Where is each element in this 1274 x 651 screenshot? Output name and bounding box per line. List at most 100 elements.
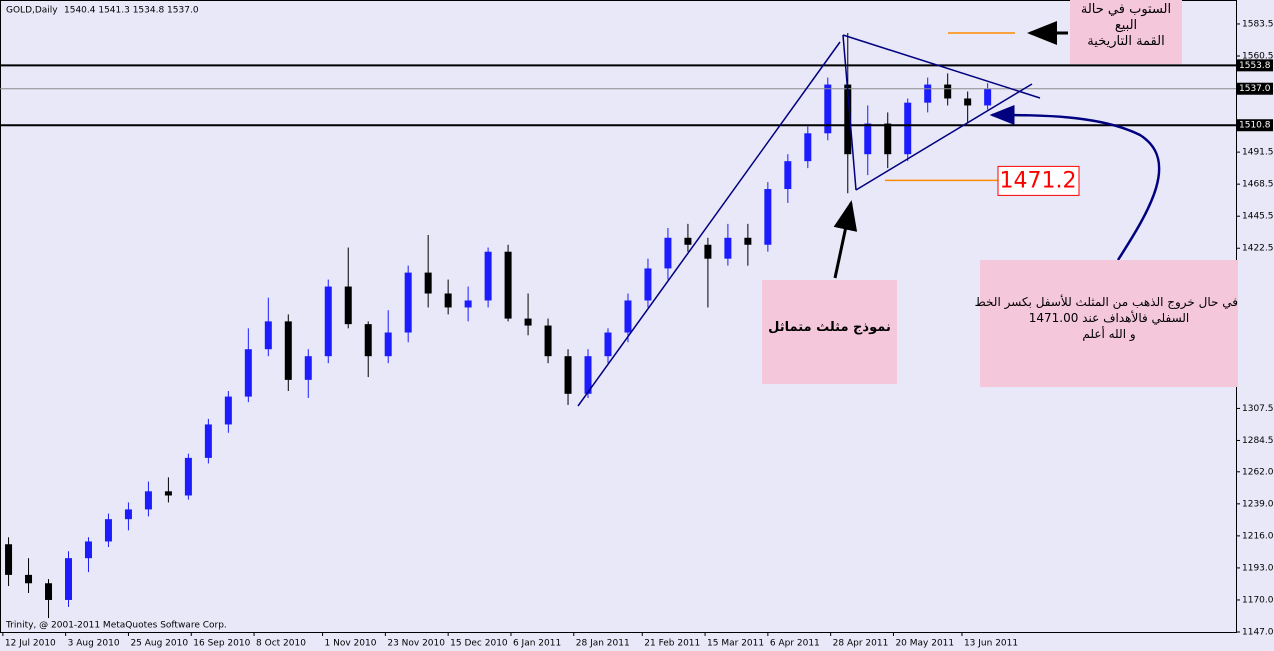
candle-body (464, 300, 472, 308)
candle-body (824, 84, 832, 134)
x-tick-label: 25 Aug 2010 (130, 639, 188, 649)
candle-body (664, 237, 672, 269)
note-line: البيع (1114, 18, 1138, 33)
x-tick-label: 15 Mar 2011 (707, 639, 764, 649)
candle-body (924, 84, 932, 103)
candle-body (764, 189, 772, 245)
target-box (997, 165, 1080, 196)
x-tick-label: 6 Apr 2011 (770, 639, 820, 649)
candle-body (25, 574, 33, 584)
candle-body (644, 268, 652, 301)
candle-body (444, 293, 452, 308)
candle-body (804, 133, 812, 162)
x-tick-label: 12 Jul 2010 (5, 639, 56, 649)
candle-body (344, 286, 352, 325)
price-tag-label: 1510.8 (1239, 121, 1271, 131)
candle-body (164, 491, 172, 496)
candle-body (484, 251, 492, 301)
note-line: و الله أعلم (1082, 327, 1136, 341)
y-tick-label: 1170.0 (1242, 595, 1274, 605)
triangle-side (842, 34, 857, 191)
copyright: Trinity, @ 2001-2011 MetaQuotes Software… (5, 621, 227, 631)
x-tick-label: 21 Feb 2011 (644, 639, 700, 649)
symbol: GOLD,Daily (6, 6, 58, 16)
y-tick-label: 1193.0 (1242, 563, 1274, 573)
candle-body (544, 325, 552, 357)
y-tick-label: 1560.5 (1242, 51, 1274, 61)
candle-body (304, 356, 312, 380)
target-label: 1471.2 (1000, 168, 1077, 193)
x-tick-label: 3 Aug 2010 (68, 639, 120, 649)
candle-body (524, 318, 532, 326)
channel-line (577, 41, 841, 407)
candle-body (724, 237, 732, 259)
candle-body (744, 237, 752, 245)
price-tag (1237, 119, 1273, 132)
x-tick-label: 23 Nov 2010 (387, 639, 445, 649)
candle-body (124, 509, 132, 520)
arrow (989, 105, 1161, 261)
candle-body (424, 272, 432, 294)
candle-body (384, 332, 392, 357)
candle-body (284, 321, 292, 380)
candle-body (784, 161, 792, 190)
x-tick-label: 13 Jun 2011 (964, 639, 1018, 649)
note-line: القمة التاريخية (1087, 34, 1165, 49)
y-tick-label: 1239.0 (1242, 499, 1274, 509)
breakout-note: في حال خروج الذهب من المثلث للأسفل بكسر … (974, 260, 1238, 387)
arrow (833, 200, 858, 279)
y-tick-label: 1445.5 (1242, 212, 1274, 222)
price-tag (1237, 59, 1273, 72)
x-tick-label: 1 Nov 2010 (325, 639, 377, 649)
candle-body (5, 544, 13, 575)
candle-body (584, 356, 592, 394)
candle-body (984, 88, 992, 106)
candle-body (684, 237, 692, 245)
x-tick-label: 28 Apr 2011 (833, 639, 889, 649)
note-line: السفلي فالأهداف عند 1471.00 (1028, 311, 1190, 325)
triangle-lower (855, 83, 1033, 191)
candle-body (904, 102, 912, 155)
candle-body (704, 244, 712, 259)
y-tick-label: 1491.5 (1242, 148, 1274, 158)
candle-body (604, 332, 612, 357)
candle-body (224, 396, 232, 425)
candle-body (504, 251, 512, 319)
candle-body (264, 321, 272, 350)
price-tag-label: 1553.8 (1239, 61, 1271, 71)
y-tick-label: 1422.5 (1242, 244, 1274, 254)
candle-body (204, 424, 212, 458)
candle-body (944, 84, 952, 99)
candle-body (104, 519, 112, 542)
candle-body (624, 300, 632, 333)
y-tick-label: 1216.0 (1242, 531, 1274, 541)
y-tick-label: 1262.0 (1242, 467, 1274, 477)
y-tick-label: 1468.5 (1242, 180, 1274, 190)
candle-body (244, 349, 252, 397)
note-line: في حال خروج الذهب من المثلث للأسفل بكسر … (974, 295, 1238, 309)
pattern-note: نموذج مثلث متماثل (762, 280, 897, 384)
header-prices: 1540.4 1541.3 1534.8 1537.0 (64, 6, 199, 16)
y-tick-label: 1284.5 (1242, 436, 1274, 446)
candle-body (864, 123, 872, 155)
x-tick-label: 6 Jan 2011 (513, 639, 561, 649)
candle-body (364, 324, 372, 357)
note-line: الستوب في حالة (1080, 2, 1172, 17)
note-line: نموذج مثلث متماثل (768, 320, 891, 335)
x-tick-label: 20 May 2011 (895, 639, 954, 649)
y-tick-label: 1583.5 (1242, 19, 1274, 29)
candle-body (884, 123, 892, 155)
candle-body (184, 457, 192, 496)
candle-body (844, 84, 852, 155)
x-tick-label: 15 Dec 2010 (450, 639, 508, 649)
trend-lines (577, 34, 1041, 407)
stop-note: الستوب في حالة البيع القمة التاريخية (1070, 0, 1182, 64)
candle-body (84, 541, 92, 559)
x-tick-label: 28 Jan 2011 (576, 639, 630, 649)
candle-body (964, 98, 972, 106)
candle-body (64, 558, 72, 600)
candle-body (45, 583, 53, 600)
price-tag-label: 1537.0 (1239, 84, 1271, 94)
candle-body (564, 356, 572, 394)
